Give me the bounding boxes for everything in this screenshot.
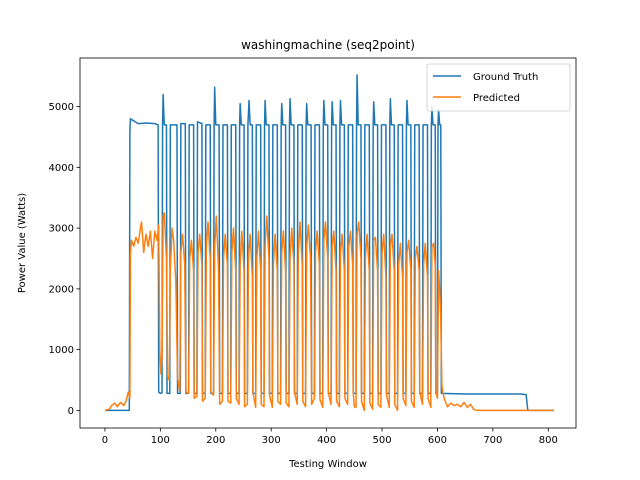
y-tick-label: 3000 — [49, 224, 74, 235]
y-tick-label: 1000 — [49, 345, 74, 356]
y-axis-label: Power Value (Watts) — [17, 193, 28, 293]
series-layer — [104, 74, 554, 412]
y-tick-label: 5000 — [49, 102, 74, 113]
plot-area — [79, 57, 577, 429]
legend: Ground Truth Predicted — [426, 63, 571, 112]
x-tick-label: 800 — [539, 435, 558, 446]
plot-frame — [79, 57, 577, 429]
x-axis-label: Testing Window — [288, 459, 367, 470]
legend-frame — [426, 63, 571, 112]
x-tick-label: 400 — [317, 435, 336, 446]
x-tick-label: 300 — [262, 435, 281, 446]
x-tick-label: 0 — [102, 435, 108, 446]
series-line-predicted — [104, 212, 554, 412]
y-tick-label: 2000 — [49, 284, 74, 295]
legend-label-ground-truth: Ground Truth — [473, 72, 538, 83]
x-tick-label: 600 — [428, 435, 447, 446]
x-tick-label: 200 — [206, 435, 225, 446]
x-tick-label: 700 — [483, 435, 502, 446]
x-axis: 0 100 200 300 400 500 600 700 800 — [102, 428, 558, 446]
x-tick-label: 500 — [372, 435, 391, 446]
y-tick-label: 4000 — [49, 163, 74, 174]
y-tick-label: 0 — [68, 406, 74, 417]
y-axis: 0 1000 2000 3000 4000 5000 — [49, 102, 80, 417]
legend-label-predicted: Predicted — [473, 93, 520, 104]
x-tick-label: 100 — [151, 435, 170, 446]
chart-title: washingmachine (seq2point) — [241, 38, 415, 52]
